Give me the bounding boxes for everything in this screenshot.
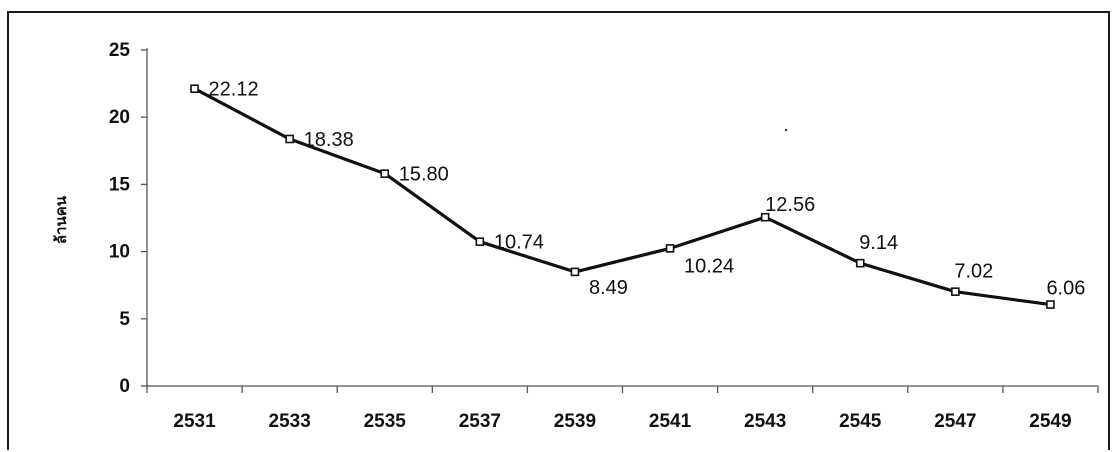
chart-axes [141, 48, 1099, 393]
x-tick-label: 2539 [554, 411, 596, 432]
data-point-marker [190, 84, 199, 94]
data-point-marker [475, 237, 485, 246]
data-point-marker [760, 212, 770, 222]
data-point-marker [1046, 300, 1055, 309]
data-label: 18.38 [304, 129, 354, 151]
x-tick-label: 2533 [269, 411, 311, 432]
data-label: 22.12 [209, 79, 259, 101]
y-tick-label: 20 [109, 107, 130, 128]
y-axis-label: ล้านคน [52, 195, 70, 244]
x-tick-label: 2537 [459, 411, 501, 432]
y-tick-label: 5 [119, 309, 130, 330]
x-tick-label: 2547 [934, 411, 976, 432]
series-layer: 22.12 18.38 15.80 10.74 8.49 10.24 12.56 9.14 7.… [190, 79, 1085, 309]
x-tick-label: 2549 [1029, 411, 1071, 432]
series-line [193, 87, 1051, 307]
stray-dot [784, 128, 788, 132]
x-tick-label: 2535 [364, 411, 407, 432]
data-label: 7.02 [954, 261, 993, 283]
data-point-marker [285, 134, 294, 144]
data-point-marker [380, 169, 390, 178]
data-label: 12.56 [765, 194, 815, 216]
data-label: 9.14 [859, 232, 898, 254]
data-point-marker [570, 267, 580, 277]
y-tick-label: 25 [109, 40, 131, 61]
y-tick-label: 0 [119, 376, 130, 397]
x-tick-label: 2541 [649, 411, 692, 432]
data-label: 10.74 [494, 232, 544, 254]
x-tick-label: 2543 [744, 411, 786, 432]
data-point-marker [951, 287, 960, 296]
y-tick-label: 10 [109, 242, 130, 263]
data-label: 6.06 [1046, 278, 1085, 300]
data-point-marker [855, 258, 865, 268]
data-label: 8.49 [589, 277, 628, 299]
data-label: 10.24 [684, 255, 734, 277]
x-tick-label: 2545 [839, 411, 882, 432]
tick-labels: 0 5 10 15 20 25 2531 2533 2535 2537 2539 2541 2543 25… [109, 40, 1072, 432]
y-tick-label: 15 [109, 174, 131, 195]
data-point-marker [665, 244, 675, 253]
x-tick-label: 2531 [173, 411, 216, 432]
data-label: 15.80 [399, 164, 449, 186]
chart-frame [7, 11, 1110, 450]
